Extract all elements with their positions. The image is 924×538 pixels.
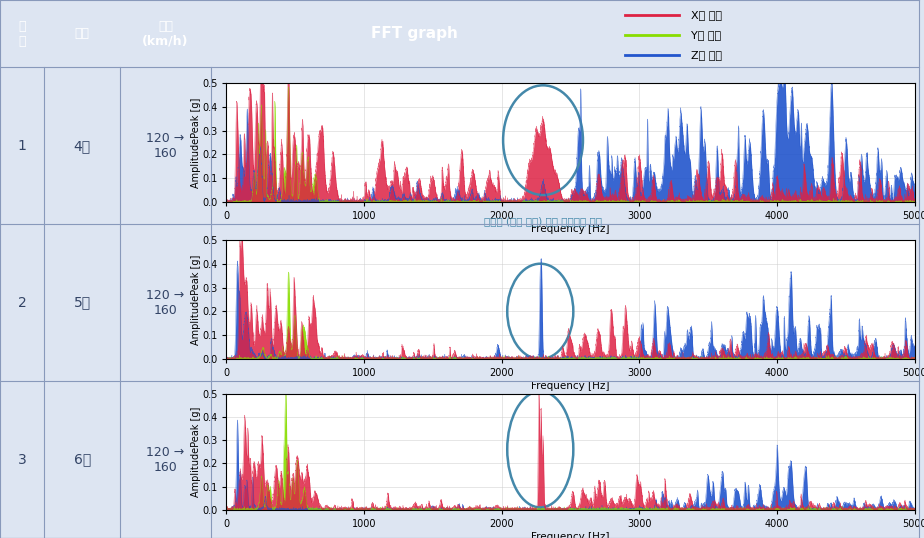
X-axis label: Frequency [Hz]: Frequency [Hz] xyxy=(531,532,610,538)
Y-axis label: AmplitudePeak [g]: AmplitudePeak [g] xyxy=(190,254,201,345)
Text: 120 →
160: 120 → 160 xyxy=(146,445,185,473)
Text: 6단: 6단 xyxy=(74,452,91,466)
Text: 4단: 4단 xyxy=(74,139,91,153)
Text: X속 방향: X속 방향 xyxy=(691,10,723,20)
Text: Y속 방향: Y속 방향 xyxy=(691,30,722,40)
Y-axis label: AmplitudePeak [g]: AmplitudePeak [g] xyxy=(190,97,201,188)
Text: 120 →
160: 120 → 160 xyxy=(146,288,185,317)
Text: FFT graph: FFT graph xyxy=(371,26,458,41)
Text: 120 →
160: 120 → 160 xyxy=(146,132,185,160)
Text: 2: 2 xyxy=(18,295,27,310)
Text: 번
호: 번 호 xyxy=(18,19,26,48)
Text: 가속시 (터보 동작) 에만 관측가능 신호: 가속시 (터보 동작) 에만 관측가능 신호 xyxy=(484,216,602,226)
Text: 1: 1 xyxy=(18,139,27,153)
Text: 5단: 5단 xyxy=(74,295,91,310)
Text: Z속 방향: Z속 방향 xyxy=(691,50,723,60)
Text: 기어: 기어 xyxy=(75,27,90,40)
Text: 속도
(km/h): 속도 (km/h) xyxy=(142,19,188,48)
Y-axis label: AmplitudePeak [g]: AmplitudePeak [g] xyxy=(190,407,201,497)
Text: 3: 3 xyxy=(18,452,27,466)
X-axis label: Frequency [Hz]: Frequency [Hz] xyxy=(531,381,610,391)
X-axis label: Frequency [Hz]: Frequency [Hz] xyxy=(531,224,610,234)
